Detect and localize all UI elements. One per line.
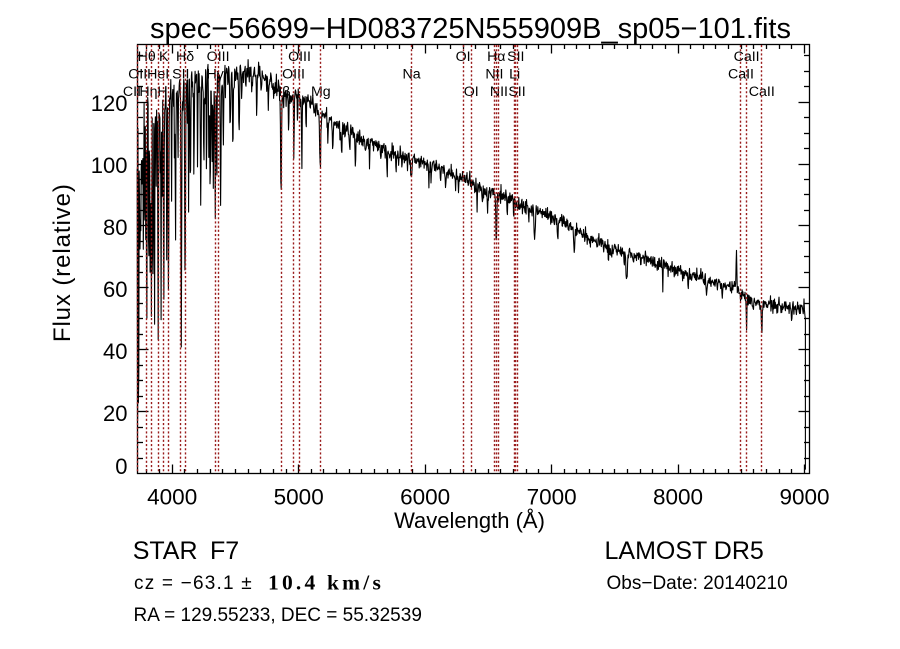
svg-text:Na: Na (403, 66, 421, 82)
svg-text:K: K (159, 49, 169, 65)
svg-text:120: 120 (91, 91, 128, 116)
svg-text:Obs−Date: 20140210: Obs−Date: 20140210 (607, 573, 788, 594)
svg-text:9000: 9000 (779, 485, 829, 510)
svg-text:CaII: CaII (734, 49, 760, 65)
svg-text:LAMOST DR5: LAMOST DR5 (605, 537, 764, 565)
svg-text:SII: SII (507, 49, 524, 65)
svg-text:Wavelength (Å): Wavelength (Å) (394, 508, 545, 533)
svg-text:Hδ: Hδ (176, 49, 194, 65)
svg-text:40: 40 (103, 339, 127, 364)
svg-text:4000: 4000 (147, 485, 197, 510)
svg-text:spec−56699−HD083725N555909B_sp: spec−56699−HD083725N555909B_sp05−101.fit… (150, 13, 791, 45)
svg-text:OII: OII (128, 66, 147, 82)
svg-text:100: 100 (91, 153, 128, 178)
svg-text:STAR: STAR (133, 537, 198, 565)
svg-text:CII: CII (123, 84, 141, 100)
svg-text:7000: 7000 (527, 485, 577, 510)
svg-text:F7: F7 (210, 537, 239, 565)
svg-text:80: 80 (103, 215, 127, 240)
svg-text:10.4 km/s: 10.4 km/s (268, 571, 384, 595)
svg-text:20: 20 (103, 401, 127, 426)
svg-text:60: 60 (103, 277, 127, 302)
svg-text:CaII: CaII (728, 66, 754, 82)
svg-text:cz = −63.1 ±: cz = −63.1 ± (134, 573, 253, 594)
svg-text:Li: Li (509, 66, 520, 82)
svg-text:Hα: Hα (487, 49, 505, 65)
svg-text:Hγ: Hγ (207, 66, 225, 82)
svg-text:RA = 129.55233, DEC = 55.3253: RA = 129.55233, DEC = 55.32539 (134, 605, 422, 626)
svg-text:5000: 5000 (274, 485, 324, 510)
svg-text:0: 0 (115, 454, 127, 479)
svg-text:6000: 6000 (400, 485, 450, 510)
svg-text:Hθ: Hθ (138, 49, 156, 65)
svg-text:H: H (157, 84, 167, 100)
svg-text:OIII: OIII (288, 49, 311, 65)
svg-text:8000: 8000 (653, 485, 703, 510)
svg-text:Hη: Hη (139, 84, 157, 100)
svg-text:Flux (relative): Flux (relative) (49, 183, 76, 342)
svg-text:OIII: OIII (207, 49, 230, 65)
svg-text:OI: OI (456, 49, 471, 65)
